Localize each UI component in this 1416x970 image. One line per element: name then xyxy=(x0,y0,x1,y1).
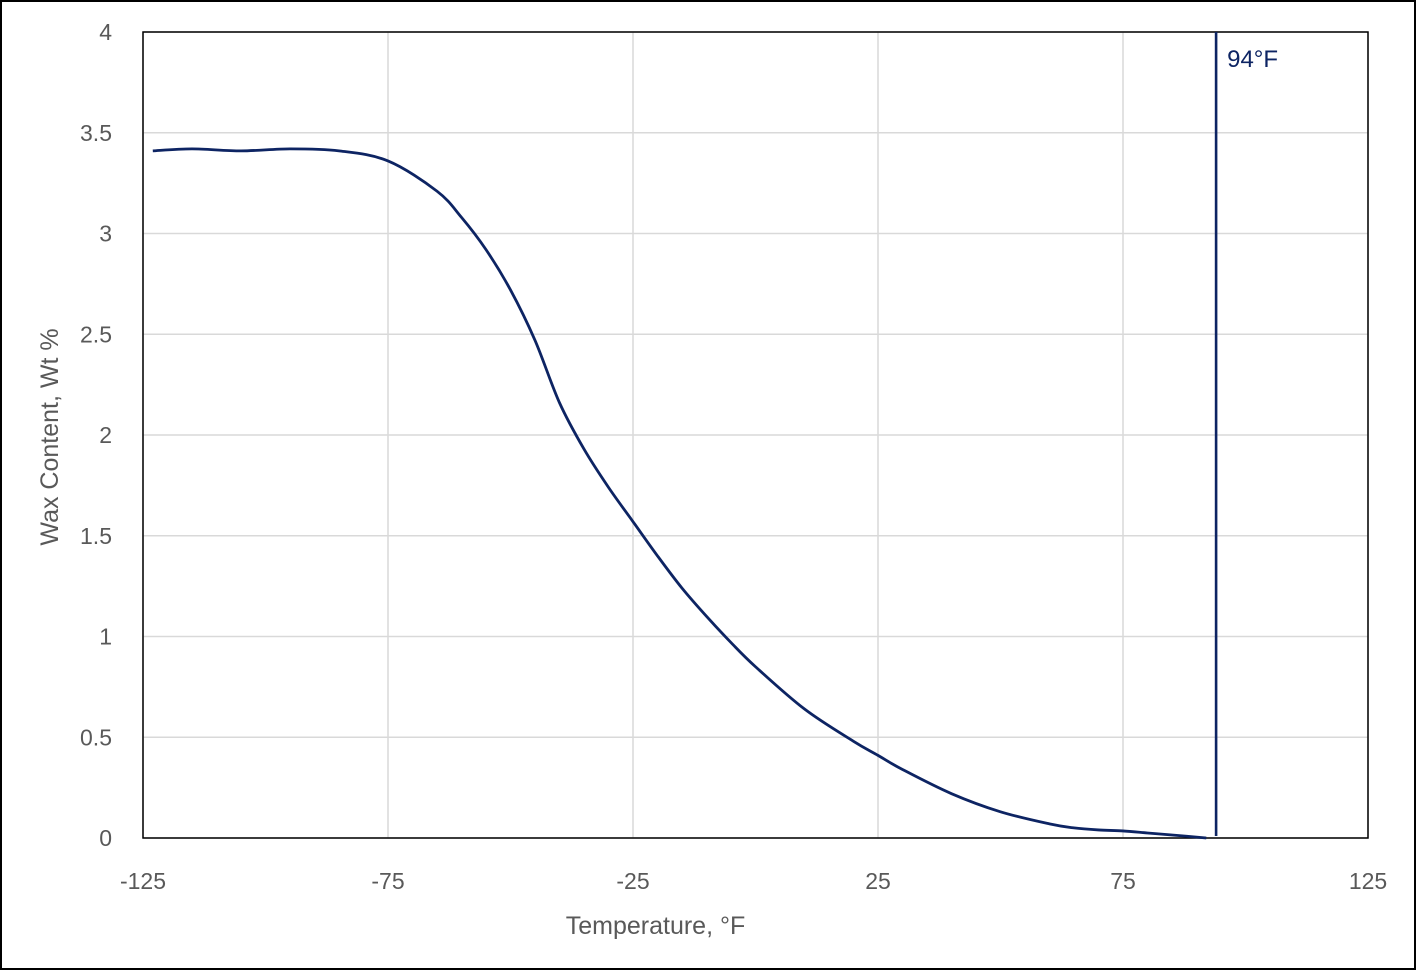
x-tick-labels: -125 -75 -25 25 75 125 xyxy=(120,868,1387,894)
series-line xyxy=(152,147,1207,840)
x-tick-label: -25 xyxy=(616,868,649,894)
x-tick-label: 25 xyxy=(865,868,891,894)
y-tick-label: 4 xyxy=(99,19,112,45)
y-axis-title: Wax Content, Wt % xyxy=(36,328,64,545)
x-axis-title: Temperature, °F xyxy=(566,912,746,940)
x-tick-label: -75 xyxy=(371,868,404,894)
x-tick-label: 125 xyxy=(1349,868,1387,894)
y-gridlines xyxy=(143,31,1368,839)
plot-area-border xyxy=(142,31,1369,839)
wax-appearance-label: 94°F xyxy=(1227,46,1278,73)
y-tick-label: 0.5 xyxy=(80,724,112,750)
y-tick-label: 3 xyxy=(99,221,112,247)
y-tick-label: 0 xyxy=(99,825,112,851)
y-tick-label: 2 xyxy=(99,422,112,448)
y-tick-labels: 0 0.5 1 1.5 2 2.5 3 3.5 4 xyxy=(80,19,112,851)
x-tick-label: -125 xyxy=(120,868,166,894)
y-tick-label: 1.5 xyxy=(80,523,112,549)
x-tick-label: 75 xyxy=(1110,868,1136,894)
y-tick-label: 2.5 xyxy=(80,321,112,347)
y-tick-label: 1 xyxy=(99,624,112,650)
series-layer xyxy=(152,147,1207,840)
annotation-layer: 94°F xyxy=(1214,32,1278,836)
y-tick-label: 3.5 xyxy=(80,120,112,146)
